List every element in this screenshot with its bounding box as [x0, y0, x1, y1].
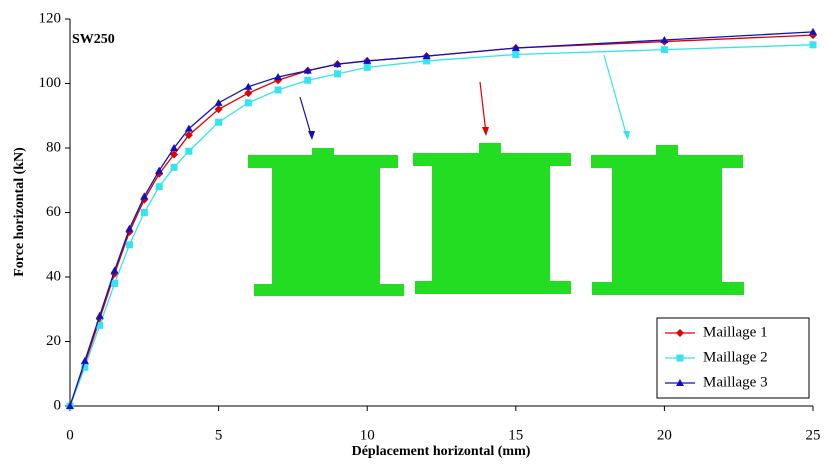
point [81, 363, 89, 371]
point [184, 131, 193, 140]
point [111, 279, 119, 287]
wall-top [656, 145, 678, 157]
point [214, 105, 223, 114]
point [660, 46, 668, 54]
x-tick-label: 10 [360, 427, 375, 443]
point [125, 241, 133, 249]
point [244, 89, 253, 98]
wall-top [312, 148, 334, 158]
wall-top [479, 143, 501, 155]
point [170, 163, 178, 171]
wall-base [254, 284, 404, 296]
x-tick-label: 20 [657, 427, 672, 443]
wall-body [612, 165, 722, 283]
point [511, 44, 520, 52]
point [333, 60, 342, 68]
y-tick-label: 60 [46, 204, 61, 220]
point [274, 73, 283, 81]
wall-base [415, 281, 571, 294]
point [676, 379, 684, 386]
point [304, 76, 312, 84]
x-tick-label: 5 [215, 427, 223, 443]
legend-label: Maillage 1 [703, 324, 768, 340]
wall-cap [248, 155, 398, 168]
legend-label: Maillage 3 [703, 374, 768, 390]
y-tick-label: 120 [39, 10, 62, 26]
y-tick-label: 40 [46, 268, 61, 284]
wall-insets [248, 143, 744, 296]
point [363, 56, 372, 64]
x-tick-label: 15 [508, 427, 523, 443]
point [185, 147, 193, 155]
point [363, 63, 371, 71]
point [170, 144, 179, 151]
point [140, 192, 149, 200]
point [80, 356, 89, 364]
y-tick-label: 20 [46, 333, 61, 349]
wall-body [272, 165, 380, 285]
point [66, 402, 74, 409]
point [423, 57, 431, 65]
wall-cap [591, 155, 743, 168]
point [660, 35, 669, 43]
y-tick-label: 80 [46, 139, 61, 155]
point [676, 354, 684, 362]
point [170, 150, 179, 159]
annotation: SW250 [72, 32, 115, 47]
point [244, 82, 253, 90]
point [96, 321, 104, 329]
point [155, 166, 164, 174]
point [184, 124, 193, 132]
arrows [299, 54, 630, 140]
point [422, 52, 431, 60]
arrow-head [308, 131, 315, 140]
wall-body [432, 163, 550, 283]
point [676, 329, 684, 337]
wall-base [592, 282, 744, 295]
arrow [479, 81, 487, 134]
wall-cap [413, 153, 571, 166]
x-tick-label: 0 [66, 427, 74, 443]
point [809, 27, 817, 35]
y-tick-label: 0 [54, 397, 62, 413]
x-axis-label: Déplacement horizontal (mm) [352, 444, 531, 459]
x-tick-label: 25 [806, 427, 821, 443]
arrow-head [482, 127, 489, 136]
arrow [603, 54, 628, 138]
point [244, 99, 252, 107]
point [214, 98, 223, 106]
legend-label: Maillage 2 [703, 349, 768, 365]
point [512, 50, 520, 58]
point [125, 224, 134, 232]
y-tick-label: 100 [39, 75, 62, 91]
y-axis-label: Force horizontal (kN) [12, 147, 27, 277]
point [215, 118, 223, 126]
point [140, 209, 148, 216]
point [95, 311, 104, 319]
point [110, 266, 119, 274]
point [303, 66, 312, 74]
point [809, 41, 817, 49]
point [155, 183, 163, 191]
point [274, 86, 282, 94]
arrow-head [623, 131, 630, 140]
point [333, 70, 341, 78]
